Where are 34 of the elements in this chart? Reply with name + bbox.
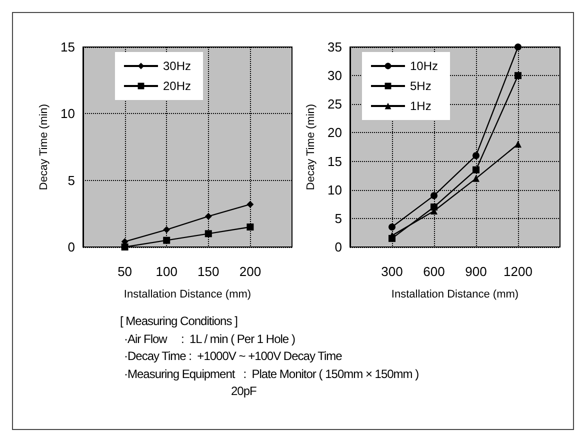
text: ·Measuring Equipment : Plate Monitor ( 150mm × 150mm ) (124, 366, 419, 380)
y-tick-label: 30 (328, 68, 342, 84)
legend-label: 5Hz (410, 79, 432, 93)
y-axis-title: Decay Time (min) (38, 104, 50, 190)
legend-label: 1Hz (410, 99, 432, 113)
y-tick-label: 35 (328, 40, 342, 54)
legend-label: 30Hz (162, 59, 192, 73)
text: ·Decay Time : +1000V ~ +100V Decay Time (124, 349, 342, 363)
x-tick-label: 600 (423, 264, 445, 279)
y-tick-label: 5 (334, 210, 342, 226)
y-tick-label: 20 (328, 125, 342, 140)
text: [ Measuring Conditions ] (120, 314, 238, 328)
y-tick-label: 0 (68, 240, 75, 254)
x-tick-label: 150 (198, 264, 220, 279)
x-tick-label: 300 (381, 264, 403, 279)
y-tick-label: 10 (60, 106, 75, 122)
x-tick-label: 900 (465, 264, 487, 279)
text: ·Air Flow : 1L / min ( Per 1 Hole ) (124, 332, 295, 346)
legend-label: 20Hz (162, 79, 192, 93)
y-tick-label: 5 (68, 172, 75, 188)
y-tick-label: 10 (328, 182, 342, 198)
y-tick-label: 15 (60, 40, 75, 54)
x-axis-title: Installation Distance (mm) (391, 288, 519, 300)
x-tick-label: 50 (118, 264, 132, 279)
y-tick-label: 15 (328, 154, 342, 169)
x-tick-label: 100 (156, 264, 178, 279)
legend-label: 10Hz (410, 59, 438, 73)
y-axis-title: Decay Time (min) (305, 104, 318, 190)
x-tick-label: 1200 (504, 264, 532, 279)
y-tick-label: 25 (328, 96, 342, 112)
y-tick-label: 0 (334, 240, 342, 254)
x-axis-title: Installation Distance (mm) (124, 288, 252, 300)
x-tick-label: 200 (239, 264, 262, 279)
text: 20pF (231, 384, 256, 398)
